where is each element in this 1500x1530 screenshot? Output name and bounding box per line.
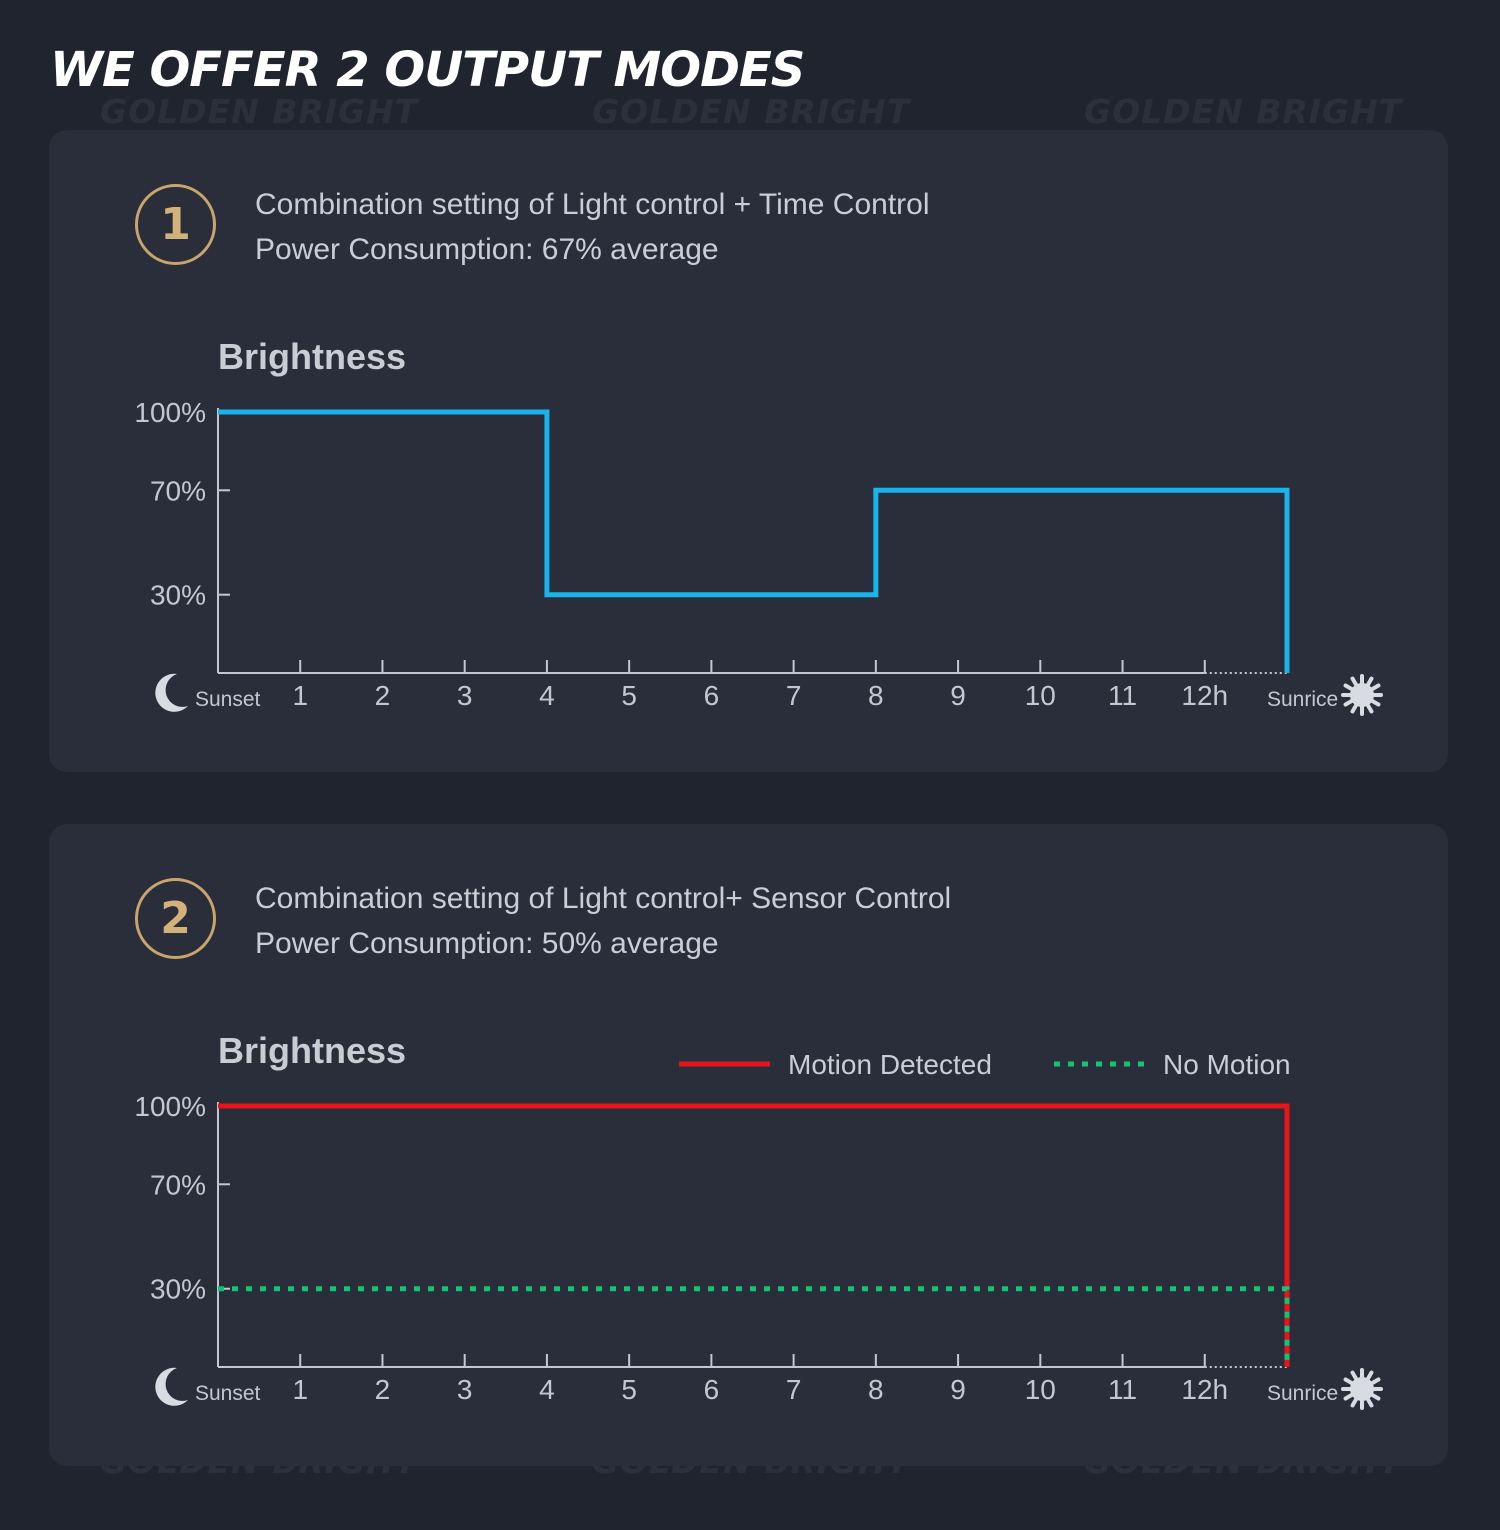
sun-ray [1343, 1377, 1355, 1386]
sun-icon [1341, 674, 1383, 716]
x-tick-label: 8 [868, 680, 884, 711]
mode-2-number-badge: 2 [135, 878, 216, 959]
x-tick-label: 10 [1025, 1374, 1056, 1405]
y-tick-label: 100% [134, 397, 206, 428]
sun-ray [1343, 1392, 1355, 1401]
sun-ray [1365, 702, 1374, 714]
moon-icon [155, 1367, 188, 1406]
x-tick-label: 6 [704, 1374, 720, 1405]
mode-1-power-consumption: Power Consumption: 67% average [255, 233, 719, 266]
x-tick-label: 6 [704, 680, 720, 711]
x-tick-label: 3 [457, 680, 473, 711]
sun-ray [1369, 683, 1381, 692]
sun-ray [1365, 1370, 1374, 1382]
x-tick-label: 11 [1108, 680, 1137, 711]
watermark-text: GOLDEN BRIGHT [1084, 92, 1403, 131]
y-tick-label: 30% [150, 1274, 206, 1305]
legend-label: No Motion [1163, 1049, 1291, 1080]
sun-ray [1350, 1396, 1359, 1408]
sun-ray [1350, 676, 1359, 688]
x-tick-label: 9 [950, 1374, 966, 1405]
mode-1-panel: 1 Combination setting of Light control +… [49, 130, 1448, 772]
x-tick-label: 4 [539, 680, 555, 711]
y-tick-label: 100% [134, 1091, 206, 1122]
y-tick-label: 30% [150, 580, 206, 611]
y-tick-label: 70% [150, 475, 206, 506]
x-tick-label: 9 [950, 680, 966, 711]
x-tick-label: 2 [375, 680, 391, 711]
sun-ray [1350, 702, 1359, 714]
chart-title: Brightness [218, 1030, 406, 1071]
sunrise-label: Sunrice [1267, 688, 1338, 711]
x-tick-label: 7 [786, 1374, 802, 1405]
x-tick-label: 2 [375, 1374, 391, 1405]
sunset-label: Sunset [195, 1382, 261, 1405]
legend-label: Motion Detected [788, 1049, 992, 1080]
sun-icon [1341, 1368, 1383, 1410]
sun-ray [1343, 683, 1355, 692]
series-line [218, 1103, 1290, 1367]
mode-1-number-badge: 1 [135, 184, 216, 265]
sunrise-label: Sunrice [1267, 1382, 1338, 1405]
sun-ray [1369, 1392, 1381, 1401]
y-tick-label: 70% [150, 1169, 206, 1200]
mode-1-description: Combination setting of Light control + T… [255, 188, 930, 221]
sun-ray [1365, 1396, 1374, 1408]
sun-ray [1369, 698, 1381, 707]
series-line [218, 1286, 1290, 1367]
sunset-label: Sunset [195, 688, 261, 711]
sun-core [1350, 683, 1374, 707]
mode-2-power-consumption: Power Consumption: 50% average [255, 927, 719, 960]
sun-ray [1365, 676, 1374, 688]
x-tick-label: 4 [539, 1374, 555, 1405]
sun-core [1350, 1377, 1374, 1401]
mode-2-panel: 2 Combination setting of Light control+ … [49, 824, 1448, 1466]
x-tick-label: 10 [1025, 680, 1056, 711]
x-tick-label: 7 [786, 680, 802, 711]
x-tick-label: 5 [621, 1374, 637, 1405]
x-tick-label: 12h [1181, 1374, 1228, 1405]
chart-title: Brightness [218, 336, 406, 377]
moon-icon [155, 673, 188, 712]
x-tick-label: 1 [292, 680, 308, 711]
mode-2-brightness-chart: Brightness 100% 70% 30% 1 2 3 4 5 6 7 8 9 10 11 12h Suns… [134, 1030, 1383, 1410]
series-line [218, 409, 1290, 673]
x-tick-label: 1 [292, 1374, 308, 1405]
x-tick-label: 3 [457, 1374, 473, 1405]
x-tick-label: 12h [1181, 680, 1228, 711]
mode-1-brightness-chart: Brightness 100% 70% 30% 1 2 3 4 5 6 7 8 9 10 11 12h Suns… [134, 336, 1383, 716]
page-title: WE OFFER 2 OUTPUT MODES [50, 42, 805, 98]
sun-ray [1350, 1370, 1359, 1382]
sun-ray [1369, 1377, 1381, 1386]
sun-ray [1343, 698, 1355, 707]
x-tick-label: 11 [1108, 1374, 1137, 1405]
mode-2-description: Combination setting of Light control+ Se… [255, 882, 952, 915]
x-tick-label: 8 [868, 1374, 884, 1405]
x-tick-label: 5 [621, 680, 637, 711]
